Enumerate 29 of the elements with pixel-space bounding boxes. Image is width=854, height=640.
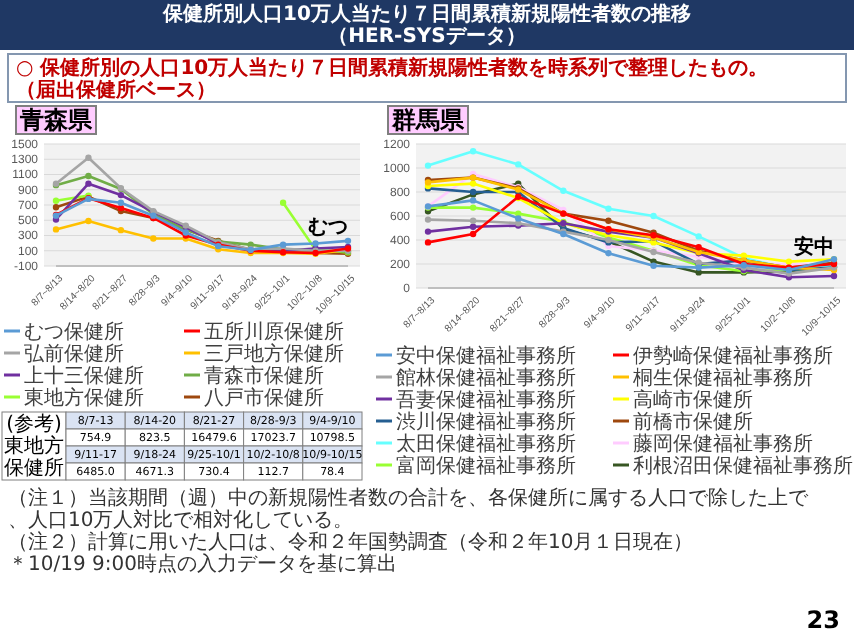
- legend-label: 館林保健福祉事務所: [396, 366, 576, 390]
- text: ＊10/19 9:00時点の入力データを基に算出: [8, 552, 397, 576]
- legend-label: むつ保健所: [24, 320, 124, 344]
- legend-label: 弘前保健所: [24, 342, 124, 366]
- legend-label: 五所川原保健所: [204, 320, 344, 344]
- text: (参考)東地方保健所: [4, 412, 64, 480]
- legend-label: 青森市保健所: [204, 364, 324, 388]
- legend-label: 渋川保健福祉事務所: [396, 410, 576, 434]
- text: （注２）計算に用いた人口は、令和２年国勢調査（令和２年10月１日現在）: [8, 530, 694, 554]
- legend-label: 利根沼田保健福祉事務所: [633, 454, 853, 478]
- legend-label: 上十三保健所: [24, 364, 144, 388]
- text: ○ 保健所別の人口10万人当たり７日間累積新規陽性者数を時系列で整理したもの。（届出保健所ベース）: [16, 56, 769, 102]
- legend-label: 吾妻保健福祉事務所: [396, 388, 576, 412]
- legend-label: 前橋市保健所: [633, 410, 753, 434]
- legend-label: 八戸市保健所: [204, 386, 324, 410]
- text: 23: [806, 606, 840, 634]
- legend-label: 藤岡保健福祉事務所: [633, 432, 813, 456]
- text: 保健所別人口10万人当たり７日間累積新規陽性者数の推移（HER-SYSデータ）: [161, 2, 691, 48]
- legend-label: 富岡保健福祉事務所: [396, 454, 576, 478]
- annotation: 安中: [794, 235, 834, 260]
- legend-label: 桐生保健福祉事務所: [631, 366, 813, 390]
- legend-label: 高崎市保健所: [633, 388, 753, 412]
- text: （注１）当該期間（週）中の新規陽性者数の合計を、各保健所に属する人口で除した上で、人口10万人対比で相対化している。: [8, 486, 810, 532]
- legend-label: 太田保健福祉事務所: [396, 432, 576, 456]
- legend-label: 東地方保健所: [24, 386, 144, 410]
- legend-label: 三戸地方保健所: [204, 342, 344, 366]
- legend-label: 安中保健福祉事務所: [396, 344, 576, 368]
- legend-label: 伊勢崎保健福祉事務所: [633, 344, 833, 368]
- annotation: むつ: [308, 217, 348, 240]
